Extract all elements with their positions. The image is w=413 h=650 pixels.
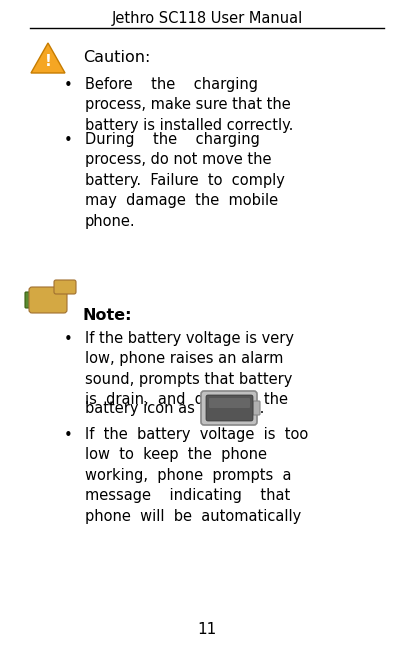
Text: !: ! bbox=[45, 53, 51, 68]
Text: Jethro SC118 User Manual: Jethro SC118 User Manual bbox=[111, 10, 302, 25]
Text: 11: 11 bbox=[197, 623, 216, 638]
FancyBboxPatch shape bbox=[201, 391, 256, 425]
Text: Caution:: Caution: bbox=[83, 49, 150, 64]
Text: If  the  battery  voltage  is  too
low  to  keep  the  phone
working,  phone  pr: If the battery voltage is too low to kee… bbox=[85, 427, 308, 524]
FancyBboxPatch shape bbox=[54, 280, 76, 294]
FancyBboxPatch shape bbox=[25, 292, 39, 308]
Text: •: • bbox=[64, 78, 72, 93]
Text: •: • bbox=[64, 133, 72, 148]
Text: Note:: Note: bbox=[83, 309, 132, 324]
Text: Before    the    charging
process, make sure that the
battery is installed corre: Before the charging process, make sure t… bbox=[85, 77, 293, 133]
Text: During    the    charging
process, do not move the
battery.  Failure  to  comply: During the charging process, do not move… bbox=[85, 132, 284, 229]
Text: If the battery voltage is very
low, phone raises an alarm
sound, prompts that ba: If the battery voltage is very low, phon… bbox=[85, 331, 293, 407]
FancyBboxPatch shape bbox=[206, 395, 252, 421]
Polygon shape bbox=[31, 43, 65, 73]
FancyBboxPatch shape bbox=[29, 287, 67, 313]
Text: •: • bbox=[64, 428, 72, 443]
FancyBboxPatch shape bbox=[252, 401, 259, 415]
Text: battery icon as              .: battery icon as . bbox=[85, 400, 264, 415]
Text: •: • bbox=[64, 332, 72, 347]
FancyBboxPatch shape bbox=[209, 398, 249, 408]
